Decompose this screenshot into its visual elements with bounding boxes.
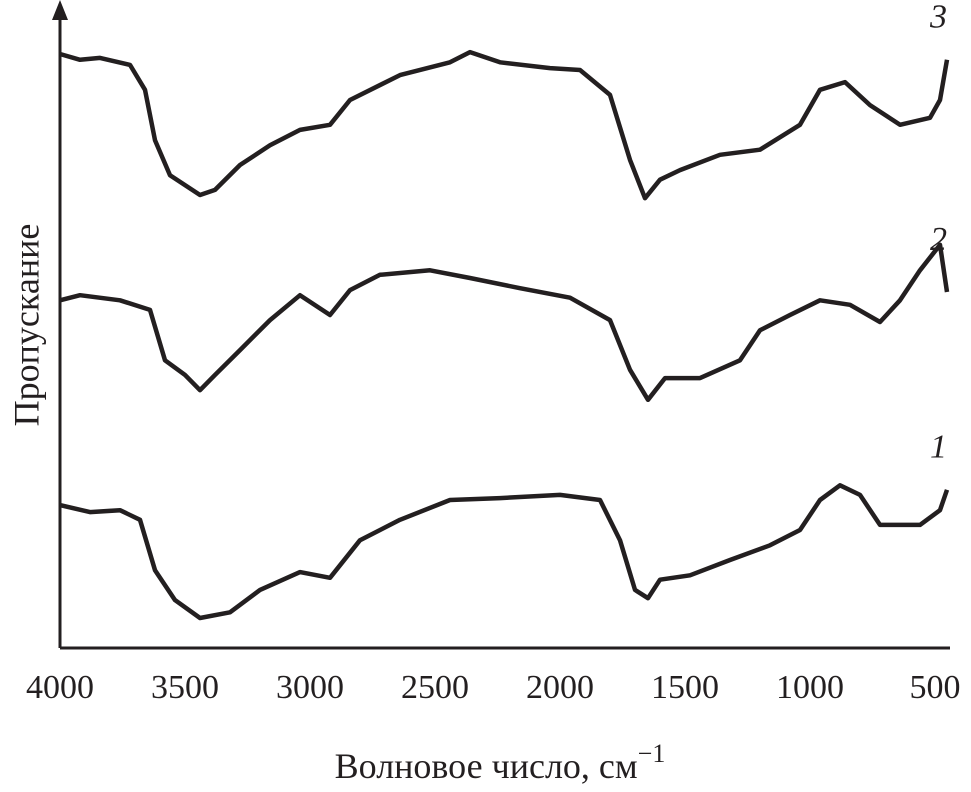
spectrum-line [59,483,950,621]
y-axis-arrow [52,0,68,20]
y-axis-title: Пропускание [6,224,46,427]
x-axis-title-superscript: −1 [638,739,666,768]
curve-label: 3 [929,0,947,36]
x-tick-label: 1000 [776,669,844,706]
x-tick-label: 500 [910,669,961,706]
x-axis-title-text: Волновое число, см [335,746,638,786]
x-tick-label: 4000 [26,669,94,706]
spectrum-line [59,242,950,403]
x-tick-label: 3500 [151,669,219,706]
x-tick-label: 2500 [401,669,469,706]
x-tick-label: 2000 [526,669,594,706]
curve-label: 1 [930,429,947,466]
x-axis-title: Волновое число, см−1 [335,739,666,786]
x-tick-label: 3000 [276,669,344,706]
x-tick-label: 1500 [651,669,719,706]
curve-label: 2 [930,221,947,258]
spectrum-line [59,49,950,201]
